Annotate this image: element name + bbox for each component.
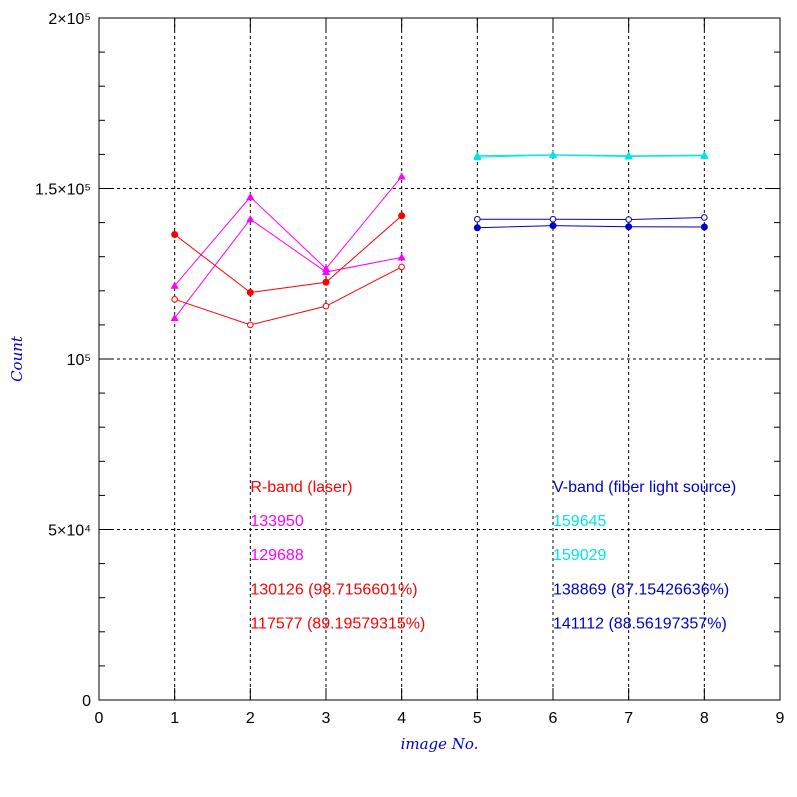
x-tick-label: 1 bbox=[170, 710, 179, 727]
data-point bbox=[171, 296, 178, 303]
data-point bbox=[170, 313, 179, 322]
data-point bbox=[473, 224, 481, 232]
data-point bbox=[246, 289, 254, 297]
data-point bbox=[322, 278, 330, 286]
y-axis-label: Count bbox=[8, 335, 26, 382]
x-tick-label: 6 bbox=[549, 710, 558, 727]
data-point bbox=[701, 214, 708, 221]
series-line bbox=[477, 154, 705, 158]
data-point bbox=[246, 214, 255, 223]
x-tick-label: 7 bbox=[624, 710, 633, 727]
series-line bbox=[174, 215, 402, 294]
series-line bbox=[477, 154, 705, 157]
data-point bbox=[624, 151, 633, 159]
annotation-text: 129688 bbox=[250, 547, 303, 564]
annotation-text: 117577 (89.19579315%) bbox=[250, 615, 425, 632]
x-tick-label: 3 bbox=[322, 710, 331, 727]
data-point bbox=[171, 231, 179, 239]
data-point bbox=[322, 302, 330, 310]
y-tick-label: 10⁵ bbox=[67, 352, 91, 369]
x-axis-label: image No. bbox=[401, 735, 479, 753]
annotation-text: R-band (laser) bbox=[250, 479, 352, 496]
y-tick-label: 1.5×10⁵ bbox=[35, 182, 91, 199]
x-tick-label: 8 bbox=[700, 710, 709, 727]
annotation-text: 159645 bbox=[553, 513, 606, 530]
series-line bbox=[174, 176, 403, 287]
series-6 bbox=[473, 150, 709, 159]
data-point bbox=[549, 215, 557, 223]
series-8 bbox=[473, 222, 708, 232]
data-point bbox=[548, 150, 558, 158]
data-point bbox=[473, 151, 482, 159]
y-tick-label: 2×10⁵ bbox=[48, 11, 91, 28]
y-tick-label: 0 bbox=[82, 693, 91, 710]
series-line bbox=[477, 216, 705, 221]
series-2 bbox=[170, 214, 406, 322]
x-tick-label: 4 bbox=[397, 710, 406, 727]
series-7 bbox=[474, 214, 708, 223]
series-1 bbox=[170, 172, 406, 289]
data-point bbox=[247, 321, 254, 329]
annotation-text: 133950 bbox=[250, 513, 303, 530]
data-point bbox=[397, 253, 406, 261]
data-point bbox=[700, 223, 708, 231]
axis-ticks bbox=[98, 17, 781, 701]
series-3 bbox=[171, 212, 406, 297]
annotations: R-band (laser) 133950 129688 130126 (98.715… bbox=[250, 479, 736, 632]
data-point bbox=[700, 150, 709, 159]
data-point bbox=[246, 192, 255, 201]
data-point bbox=[625, 223, 633, 231]
data-point bbox=[170, 281, 179, 289]
series-line bbox=[174, 266, 402, 326]
x-tick-label: 9 bbox=[776, 710, 785, 727]
x-tick-label: 5 bbox=[473, 710, 482, 727]
data-point bbox=[625, 216, 632, 223]
annotation-text: V-band (fiber light source) bbox=[553, 479, 736, 496]
tick-labels: 0 1 2 3 4 5 6 7 8 9 0 5×10⁴ 10⁵ 1.5×10⁵ 2×10⁵ bbox=[35, 11, 785, 727]
series-line bbox=[477, 225, 705, 229]
x-tick-label: 0 bbox=[95, 710, 104, 727]
series-4 bbox=[171, 263, 405, 329]
data-point bbox=[549, 222, 557, 230]
series-line bbox=[174, 218, 402, 319]
annotation-text: 159029 bbox=[553, 547, 606, 564]
data-point bbox=[321, 267, 331, 276]
data-point bbox=[398, 212, 406, 220]
y-tick-label: 5×10⁴ bbox=[48, 523, 91, 540]
series-group bbox=[170, 150, 709, 329]
data-point bbox=[397, 172, 406, 180]
annotation-text: 138869 (87.15426636%) bbox=[553, 581, 729, 598]
annotation-text: 130126 (98.7156601%) bbox=[250, 581, 417, 598]
data-point bbox=[474, 215, 481, 223]
data-point bbox=[398, 263, 405, 271]
annotation-text: 141112 (88.56197357%) bbox=[553, 615, 727, 632]
x-tick-label: 2 bbox=[246, 710, 255, 727]
